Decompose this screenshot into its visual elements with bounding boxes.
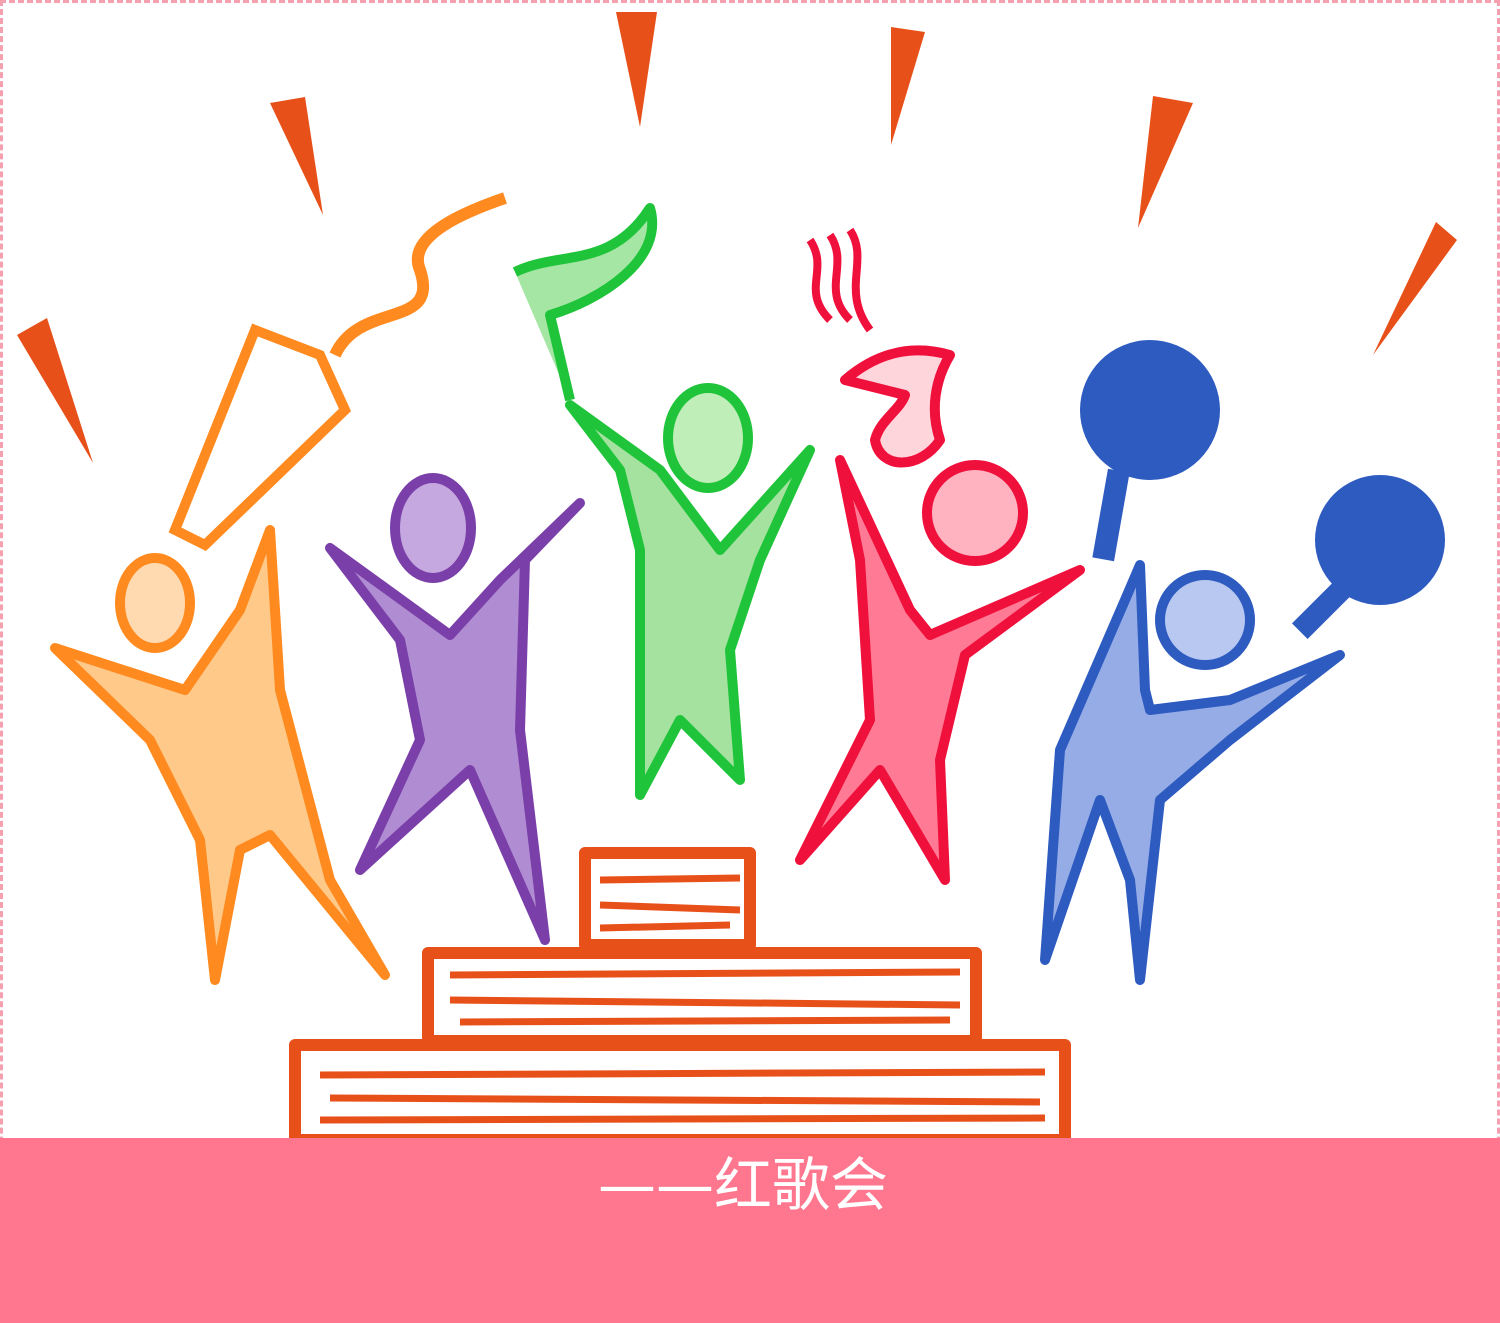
stage-middle-tier — [422, 947, 982, 1047]
spark-icon — [1373, 222, 1457, 355]
spark-lines — [17, 12, 1457, 463]
event-title: ——红歌会 — [598, 1151, 889, 1219]
red-figure — [795, 227, 1085, 885]
celebration-illustration — [17, 12, 1457, 1140]
stage-bottom-tier — [289, 1039, 1071, 1140]
stage-wood-grain — [319, 874, 1046, 1124]
green-figure — [512, 203, 815, 800]
blue-head — [1155, 570, 1255, 670]
trumpet-icon — [840, 345, 955, 468]
purple-body — [325, 498, 585, 945]
spark-icon — [616, 12, 657, 127]
pompom-icon — [1080, 340, 1445, 639]
spark-icon — [17, 318, 93, 463]
megaphone-icon — [168, 323, 352, 552]
flag-icon — [512, 203, 658, 402]
purple-head — [390, 473, 476, 583]
orange-figure — [50, 192, 507, 985]
spark-icon — [891, 27, 925, 145]
green-body — [565, 400, 815, 800]
spark-icon — [1138, 96, 1193, 228]
green-head — [663, 383, 753, 493]
red-head — [922, 460, 1028, 566]
orange-body — [50, 525, 390, 985]
caption-bar — [0, 1138, 1500, 1323]
music-waves — [806, 227, 874, 333]
red-body — [795, 455, 1085, 885]
purple-figure — [325, 473, 585, 945]
spark-icon — [270, 97, 323, 215]
blue-figure — [1040, 340, 1445, 985]
stage — [289, 847, 1071, 1140]
blue-body — [1040, 560, 1345, 985]
orange-streamer — [329, 192, 507, 358]
orange-head — [115, 553, 195, 653]
